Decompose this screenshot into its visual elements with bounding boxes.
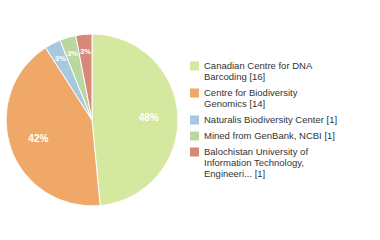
chart-container: 48%42%3%3%3%Canadian Centre for DNABarco… <box>0 0 380 240</box>
pie-slice <box>76 34 92 120</box>
legend-swatch <box>190 116 199 125</box>
data-label: 48% <box>139 112 159 123</box>
legend-swatch <box>190 132 199 141</box>
legend-label: Canadian Centre for DNABarcoding [16] <box>204 60 313 82</box>
data-label: 3% <box>55 54 66 63</box>
pie-slice <box>92 34 178 206</box>
data-labels: 48%42%3%3%3% <box>28 47 158 144</box>
legend-swatch <box>190 148 199 157</box>
data-label: 3% <box>67 49 78 58</box>
legend-label: Balochistan University ofInformation Tec… <box>204 146 308 179</box>
data-label: 3% <box>80 47 91 56</box>
legend-label: Naturalis Biodiversity Center [1] <box>204 114 337 125</box>
legend-label: Mined from GenBank, NCBI [1] <box>204 130 335 141</box>
legend: Canadian Centre for DNABarcoding [16] Cen… <box>190 60 337 179</box>
legend-swatch <box>190 89 199 98</box>
legend-swatch <box>190 62 199 71</box>
legend-label: Centre for BiodiversityGenomics [14] <box>204 87 298 109</box>
data-label: 42% <box>28 133 48 144</box>
chart: 48%42%3%3%3%Canadian Centre for DNABarco… <box>0 0 380 240</box>
pie <box>6 34 178 206</box>
